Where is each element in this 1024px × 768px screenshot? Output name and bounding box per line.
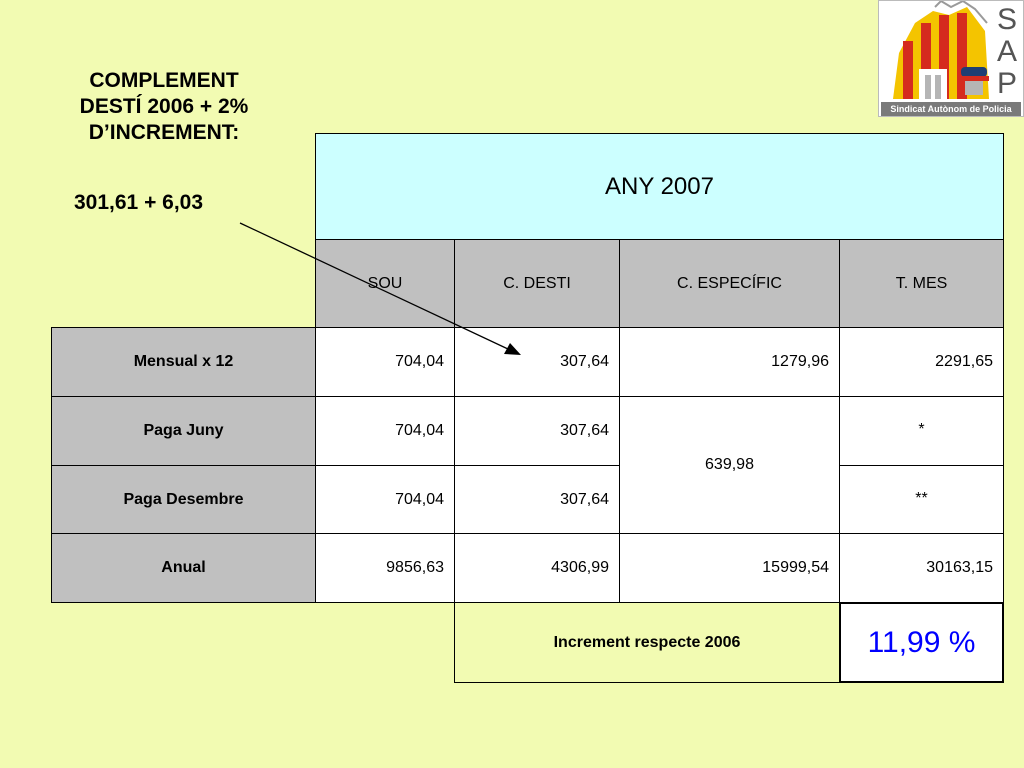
- cell-juny-sou: 704,04: [315, 396, 455, 466]
- cell-mensual-sou: 704,04: [315, 327, 455, 397]
- heading-line-2: DESTÍ 2006 + 2%: [79, 95, 249, 118]
- logo-letter-s: S: [997, 3, 1017, 36]
- year-header: ANY 2007: [315, 133, 1004, 240]
- cell-mensual-especific: 1279,96: [619, 327, 840, 397]
- col-header-desti: C. DESTI: [454, 239, 620, 328]
- cell-anual-desti: 4306,99: [454, 533, 620, 603]
- cell-desembre-sou: 704,04: [315, 465, 455, 534]
- logo-letter-a: A: [997, 35, 1017, 68]
- col-header-especific: C. ESPECÍFIC: [619, 239, 840, 328]
- logo-emblem-icon: S A P: [893, 0, 1017, 100]
- col-header-tmes: T. MES: [839, 239, 1004, 328]
- cell-desembre-desti: 307,64: [454, 465, 620, 534]
- heading-line-1: COMPLEMENT: [89, 69, 239, 92]
- cell-pagues-especific: 639,98: [619, 396, 840, 534]
- increment-label: Increment respecte 2006: [454, 602, 840, 683]
- heading-line-3: D’INCREMENT:: [88, 121, 240, 144]
- row-label-mensual: Mensual x 12: [51, 327, 316, 397]
- logo-caption: Sindicat Autònom de Policia: [881, 102, 1021, 116]
- logo-letter-p: P: [997, 67, 1017, 100]
- cell-anual-sou: 9856,63: [315, 533, 455, 603]
- formula: 301,61 + 6,03: [74, 191, 204, 214]
- cell-mensual-desti: 307,64: [454, 327, 620, 397]
- heading: COMPLEMENT DESTÍ 2006 + 2% D’INCREMENT:: [40, 68, 288, 146]
- row-label-paga-juny: Paga Juny: [51, 396, 316, 466]
- row-label-anual: Anual: [51, 533, 316, 603]
- increment-value: 11,99 %: [839, 602, 1004, 683]
- logo: S A P Sindicat Autònom de Policia: [878, 0, 1024, 117]
- cell-mensual-tmes: 2291,65: [839, 327, 1004, 397]
- cell-desembre-tmes: **: [839, 465, 1004, 534]
- cell-juny-tmes: *: [839, 396, 1004, 466]
